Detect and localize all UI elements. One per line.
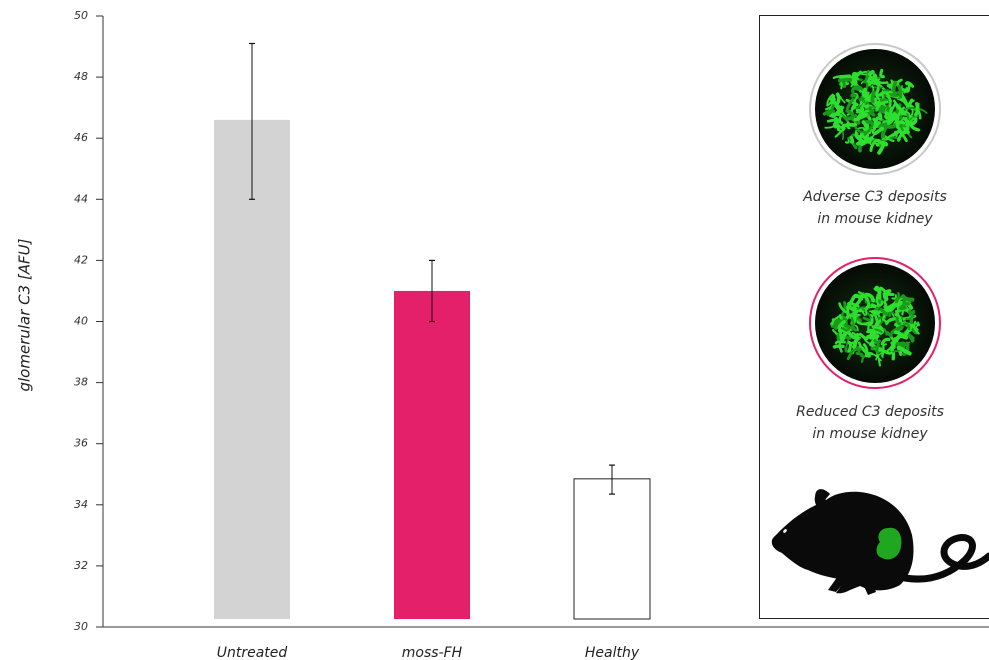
kidney-glomerulus-green-image <box>830 285 921 367</box>
y-tick-label: 32 <box>74 559 88 572</box>
caption-reduced-line1: Reduced C3 deposits <box>796 404 944 420</box>
y-tick-label: 34 <box>74 498 88 511</box>
bar-moss-fh <box>394 290 470 619</box>
info-panel: Adverse C3 deposits in mouse kidney Redu… <box>759 15 989 619</box>
y-tick-label: 50 <box>74 9 88 22</box>
x-tick-label: Healthy <box>585 645 640 660</box>
y-tick-label: 30 <box>74 620 88 633</box>
y-tick-label: 44 <box>74 192 88 205</box>
kidney-glomerulus-green-image <box>822 68 928 155</box>
y-tick-label: 40 <box>74 315 88 328</box>
adverse-deposits-image <box>809 43 941 175</box>
x-tick-labels: Untreated moss-FH Healthy <box>217 645 640 660</box>
x-tick-label: moss-FH <box>402 645 463 660</box>
kidney-highlight <box>876 527 902 560</box>
mouse-silhouette-icon <box>771 489 989 595</box>
bars <box>214 119 651 620</box>
caption-adverse-line1: Adverse C3 deposits <box>802 189 947 205</box>
caption-adverse-line2: in mouse kidney <box>817 211 933 227</box>
bar-healthy <box>573 478 651 620</box>
y-axis-label: glomerular C3 [AFU] <box>16 238 34 391</box>
y-tick-label: 42 <box>74 253 88 266</box>
reduced-deposits-image <box>809 257 941 389</box>
y-tick-label: 48 <box>74 70 88 83</box>
caption-reduced-line2: in mouse kidney <box>812 426 928 442</box>
error-bars <box>249 42 615 495</box>
y-tick-label: 38 <box>74 376 88 389</box>
y-tick-label: 36 <box>74 437 88 450</box>
x-tick-label: Untreated <box>217 645 288 660</box>
y-tick-label: 46 <box>74 131 88 144</box>
y-ticks: 30 32 34 36 38 40 42 44 46 48 50 <box>74 9 103 633</box>
bar-untreated <box>214 119 290 620</box>
